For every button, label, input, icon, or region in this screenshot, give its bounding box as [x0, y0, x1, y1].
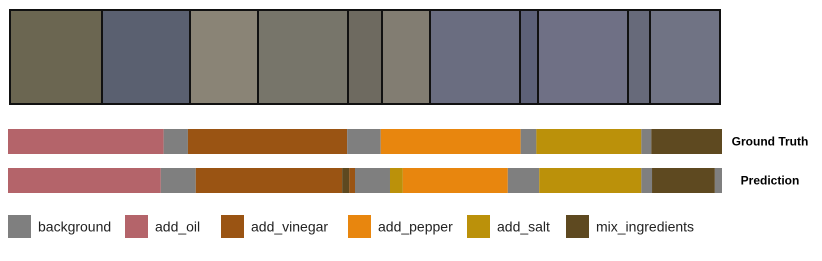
video-frame [257, 9, 349, 105]
video-frame [649, 9, 721, 105]
segment [651, 129, 722, 154]
video-frame [627, 9, 651, 105]
legend-label: add_oil [155, 219, 200, 235]
segment [163, 129, 188, 154]
segment [347, 129, 381, 154]
segment [8, 129, 164, 154]
frame-strip [9, 9, 721, 105]
legend-swatch [221, 215, 244, 238]
segment [355, 168, 390, 193]
legend-label: add_pepper [378, 219, 453, 235]
video-frame [347, 9, 383, 105]
segment [714, 168, 722, 193]
video-frame [381, 9, 431, 105]
video-frame [537, 9, 629, 105]
segment [389, 168, 403, 193]
legend-swatch [467, 215, 490, 238]
segment [160, 168, 196, 193]
segment [641, 129, 652, 154]
segment [187, 129, 348, 154]
legend-label: add_vinegar [251, 219, 328, 235]
video-frame [519, 9, 539, 105]
segment [349, 168, 356, 193]
segment [536, 129, 642, 154]
segment [539, 168, 642, 193]
video-frame [101, 9, 191, 105]
segment [8, 168, 161, 193]
segment [402, 168, 508, 193]
legend-label: background [38, 219, 111, 235]
video-frame [189, 9, 259, 105]
segment [641, 168, 653, 193]
legend-swatch [125, 215, 148, 238]
segment [380, 129, 521, 154]
segment [507, 168, 540, 193]
segment [195, 168, 343, 193]
legend-swatch [566, 215, 589, 238]
segment [652, 168, 715, 193]
video-frame [429, 9, 521, 105]
legend-label: add_salt [497, 219, 550, 235]
legend-swatch [348, 215, 371, 238]
segment [342, 168, 350, 193]
segment [520, 129, 537, 154]
legend-swatch [8, 215, 31, 238]
row-label: Prediction [741, 174, 800, 188]
row-label: Ground Truth [732, 135, 809, 149]
legend-label: mix_ingredients [596, 219, 694, 235]
